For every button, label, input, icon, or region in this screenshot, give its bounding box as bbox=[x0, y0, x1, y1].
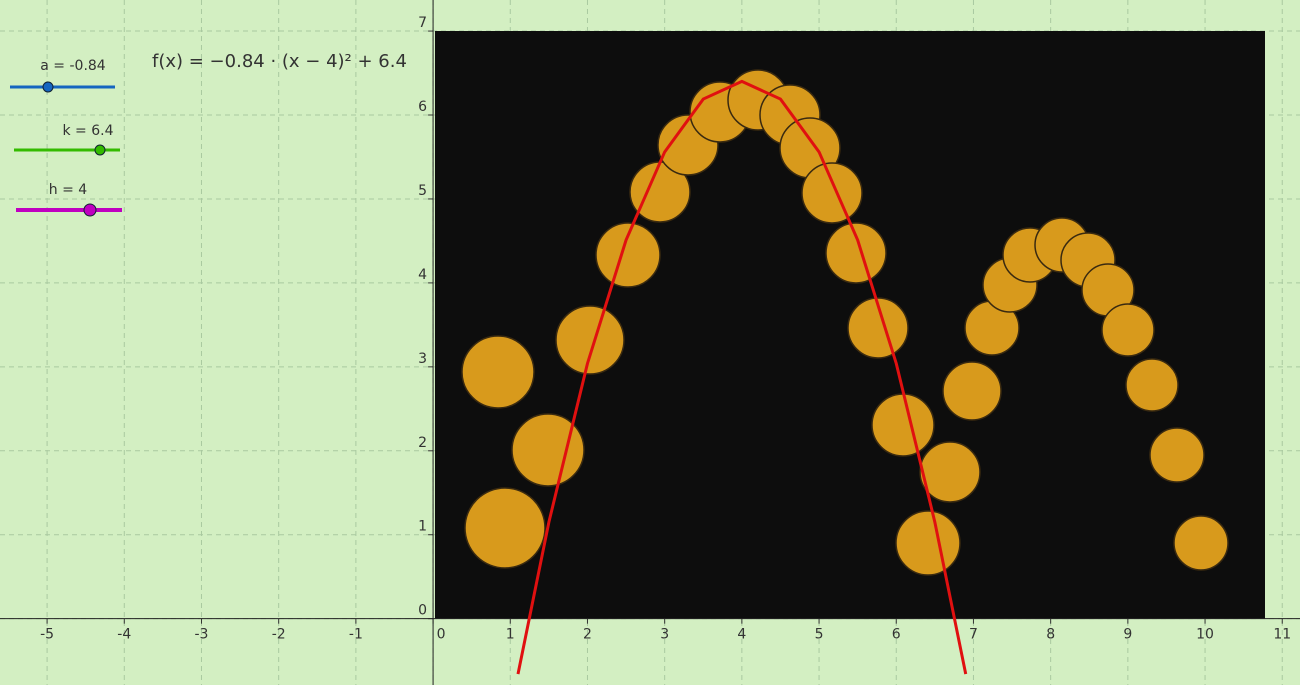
basketballs bbox=[461, 69, 1229, 576]
slider-knob[interactable] bbox=[94, 144, 106, 156]
slider-knob[interactable] bbox=[42, 81, 54, 93]
x-tick-label: -5 bbox=[40, 627, 54, 643]
y-tick-label: 2 bbox=[418, 435, 427, 451]
y-tick-label: 1 bbox=[418, 519, 427, 535]
function-curve bbox=[516, 79, 968, 675]
slider-h[interactable]: h = 4 bbox=[16, 182, 122, 217]
slider-a[interactable]: a = -0.84 bbox=[10, 58, 115, 93]
slider-knob[interactable] bbox=[83, 203, 97, 217]
x-tick-label: 5 bbox=[815, 627, 824, 643]
x-tick-label: -3 bbox=[195, 627, 209, 643]
x-tick-label: 9 bbox=[1123, 627, 1132, 643]
x-tick-label: 3 bbox=[660, 627, 669, 643]
y-tick-label: 0 bbox=[418, 603, 427, 619]
y-tick-label: 5 bbox=[418, 183, 427, 199]
slider-k[interactable]: k = 6.4 bbox=[14, 123, 120, 156]
x-tick-label: 1 bbox=[506, 627, 515, 643]
y-tick-label: 3 bbox=[418, 351, 427, 367]
x-tick-label: 6 bbox=[892, 627, 901, 643]
slider-label: h = 4 bbox=[49, 182, 88, 198]
x-tick-label: 2 bbox=[583, 627, 592, 643]
y-tick-label: 4 bbox=[418, 267, 427, 283]
slider-label: a = -0.84 bbox=[40, 58, 106, 74]
x-tick-label: 7 bbox=[969, 627, 978, 643]
x-tick-label: -1 bbox=[349, 627, 363, 643]
x-tick-label: 4 bbox=[737, 627, 746, 643]
x-tick-label: 11 bbox=[1273, 627, 1291, 643]
x-tick-label: 0 bbox=[437, 627, 446, 643]
x-tick-label: -4 bbox=[117, 627, 131, 643]
x-tick-label: 10 bbox=[1196, 627, 1214, 643]
slider-label: k = 6.4 bbox=[62, 123, 113, 139]
x-tick-label: 8 bbox=[1046, 627, 1055, 643]
y-tick-label: 7 bbox=[418, 15, 427, 31]
formula: f(x) = −0.84 · (x − 4)² + 6.4 bbox=[152, 51, 407, 72]
y-tick-label: 6 bbox=[418, 99, 427, 115]
x-tick-label: -2 bbox=[272, 627, 286, 643]
